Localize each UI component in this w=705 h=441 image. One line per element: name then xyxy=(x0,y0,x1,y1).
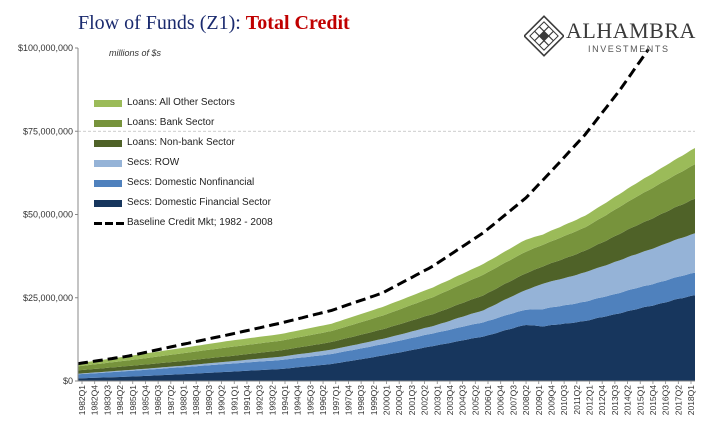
x-tick-label: 1994Q4 xyxy=(293,385,303,416)
x-tick-label: 2003Q1 xyxy=(432,385,442,416)
x-tick-label: 1989Q3 xyxy=(204,385,214,416)
area-series-0 xyxy=(78,295,695,381)
legend-swatch xyxy=(94,160,122,167)
y-tick-label: $0 xyxy=(63,376,73,386)
x-tick-label: 2009Q1 xyxy=(534,385,544,416)
legend-label: Secs: Domestic Nonfinancial xyxy=(127,177,255,188)
logo-name: ALHAMBRA xyxy=(566,18,696,43)
baseline-series xyxy=(77,48,650,366)
x-tick-label: 2009Q4 xyxy=(546,385,556,416)
baseline-line xyxy=(77,48,650,366)
x-tick-label: 2015Q1 xyxy=(635,385,645,416)
x-tick-label: 1982Q4 xyxy=(90,385,100,416)
legend-swatch xyxy=(94,100,122,107)
x-tick-label: 2003Q4 xyxy=(445,385,455,416)
x-tick-label: 2016Q3 xyxy=(661,385,671,416)
y-tick-label: $100,000,000 xyxy=(18,43,73,53)
x-tick-label: 1998Q3 xyxy=(356,385,366,416)
x-tick-label: 1999Q2 xyxy=(369,385,379,416)
x-tick-label: 2012Q1 xyxy=(585,385,595,416)
x-tick-label: 2011Q2 xyxy=(572,385,582,415)
x-tick-label: 1991Q1 xyxy=(229,385,239,416)
x-tick-label: 1983Q3 xyxy=(102,385,112,416)
x-tick-label: 1985Q4 xyxy=(140,385,150,416)
x-tick-label: 1995Q3 xyxy=(305,385,315,416)
legend-dash xyxy=(94,222,124,225)
x-tick-label: 2004Q3 xyxy=(458,385,468,416)
x-tick-label: 2006Q4 xyxy=(496,385,506,416)
x-tick-label: 2014Q2 xyxy=(623,385,633,416)
x-tick-label: 2005Q2 xyxy=(470,385,480,416)
x-tick-label: 1997Q4 xyxy=(343,385,353,416)
chart-title: Flow of Funds (Z1): Total Credit xyxy=(78,12,350,35)
legend-swatch xyxy=(94,140,122,147)
x-tick-label: 2000Q4 xyxy=(394,385,404,416)
legend-item: Loans: All Other Sectors xyxy=(94,96,324,116)
logo-subtitle: INVESTMENTS xyxy=(588,44,670,54)
x-tick-label: 1982Q1 xyxy=(77,385,87,416)
x-tick-label: 1996Q2 xyxy=(318,385,328,416)
x-tick-label: 2001Q3 xyxy=(407,385,417,416)
x-tick-label: 2015Q4 xyxy=(648,385,658,416)
x-tick-label: 1990Q2 xyxy=(217,385,227,416)
x-tick-label: 1988Q4 xyxy=(191,385,201,416)
diamond-lattice-icon xyxy=(524,15,564,57)
legend-label: Loans: All Other Sectors xyxy=(127,97,235,108)
x-tick-label: 1991Q4 xyxy=(242,385,252,416)
legend-label: Baseline Credit Mkt; 1982 - 2008 xyxy=(127,217,273,228)
x-tick-label: 2006Q1 xyxy=(483,385,493,416)
y-tick-label: $75,000,000 xyxy=(23,126,73,136)
alhambra-logo: ALHAMBRA INVESTMENTS xyxy=(524,14,696,58)
x-tick-label: 2013Q3 xyxy=(610,385,620,416)
legend-item-baseline: Baseline Credit Mkt; 1982 - 2008 xyxy=(94,216,324,236)
x-tick-label: 1986Q3 xyxy=(153,385,163,416)
legend-label: Loans: Bank Sector xyxy=(127,117,215,128)
x-tick-label: 2017Q2 xyxy=(673,385,683,416)
legend-label: Secs: ROW xyxy=(127,157,180,168)
x-tick-label: 2010Q3 xyxy=(559,385,569,416)
legend-swatch xyxy=(94,180,122,187)
legend-item: Loans: Non-bank Sector xyxy=(94,136,324,156)
chart-title-accent: Total Credit xyxy=(245,12,350,34)
chart-title-main: Flow of Funds (Z1): xyxy=(78,12,246,34)
legend-item: Loans: Bank Sector xyxy=(94,116,324,136)
legend-label: Loans: Non-bank Sector xyxy=(127,137,235,148)
x-tick-label: 2012Q4 xyxy=(597,385,607,416)
legend-swatch xyxy=(94,200,122,207)
x-tick-label: 2002Q2 xyxy=(420,385,430,416)
legend-label: Secs: Domestic Financial Sector xyxy=(127,197,271,208)
x-tick-label: 2018Q1 xyxy=(686,385,696,416)
x-tick-label: 1985Q1 xyxy=(128,385,138,416)
x-tick-label: 1997Q1 xyxy=(331,385,341,416)
x-tick-label: 2008Q2 xyxy=(521,385,531,416)
axes: $0 $25,000,000 $50,000,000 $75,000,000 $100,… xyxy=(18,43,696,415)
x-tick-label: 1994Q1 xyxy=(280,385,290,416)
legend-item: Secs: Domestic Nonfinancial xyxy=(94,176,324,196)
legend-item: Secs: Domestic Financial Sector xyxy=(94,196,324,216)
legend: Loans: All Other Sectors Loans: Bank Sect… xyxy=(94,96,324,236)
x-tick-label: 2000Q1 xyxy=(382,385,392,416)
x-tick-label: 1988Q1 xyxy=(179,385,189,416)
y-tick-label: $25,000,000 xyxy=(23,293,73,303)
y-tick-label: $50,000,000 xyxy=(23,210,73,220)
x-tick-label: 1984Q2 xyxy=(115,385,125,416)
x-tick-label: 1987Q2 xyxy=(166,385,176,416)
stacked-areas xyxy=(78,148,695,381)
area-series-2 xyxy=(78,233,695,375)
units-note: millions of $s xyxy=(109,48,162,58)
x-tick-label: 1993Q2 xyxy=(267,385,277,416)
legend-item: Secs: ROW xyxy=(94,156,324,176)
legend-swatch xyxy=(94,120,122,127)
x-tick-label: 1992Q3 xyxy=(255,385,265,416)
x-tick-label: 2007Q3 xyxy=(508,385,518,416)
